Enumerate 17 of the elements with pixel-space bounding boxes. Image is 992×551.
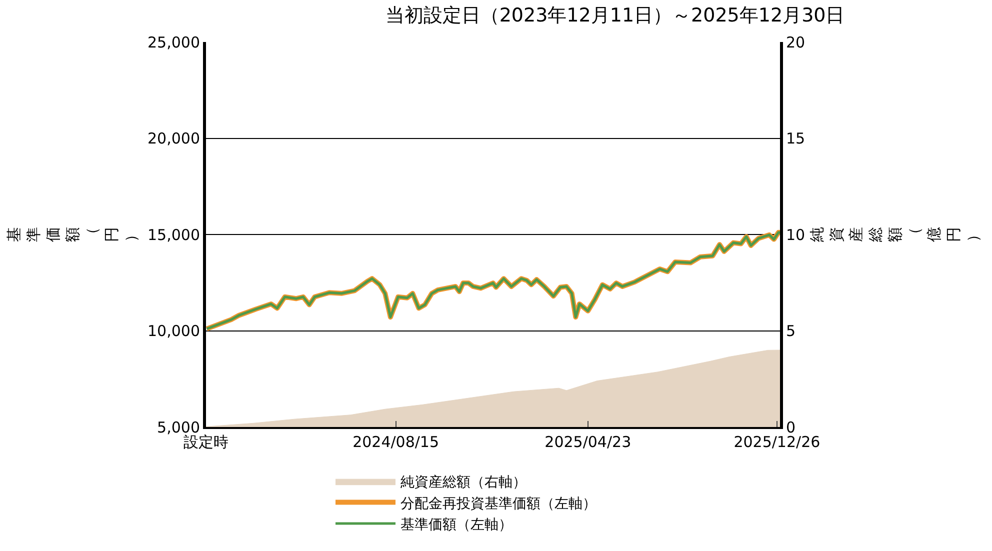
legend-label: 分配金再投資基準価額（左軸） [400, 496, 596, 512]
x-tick-label: 設定時 [184, 433, 228, 451]
y2-tick-label: 5 [786, 322, 796, 340]
y-tick-label: 15,000 [148, 226, 200, 244]
y-tick-label: 20,000 [148, 130, 200, 148]
legend-label: 基準価額（左軸） [400, 516, 512, 533]
y2-tick-label: 20 [786, 33, 806, 52]
legend-label: 純資産総額（右軸） [400, 474, 526, 491]
x-tick-label: 2024/08/15 [352, 433, 440, 451]
y-tick-label: 25,000 [148, 33, 200, 52]
y2-tick-label: 15 [786, 130, 806, 148]
text: 純資産総額（億円） [808, 227, 982, 242]
y-axis-title: 基準価額（円） [4, 227, 140, 242]
x-tick-label: 2025/04/23 [544, 433, 632, 451]
chart-title: 当初設定日（2023年12月11日）～2025年12月30日 [385, 4, 845, 27]
y-tick-label: 10,000 [148, 322, 200, 340]
y2-tick-label: 10 [786, 226, 806, 244]
